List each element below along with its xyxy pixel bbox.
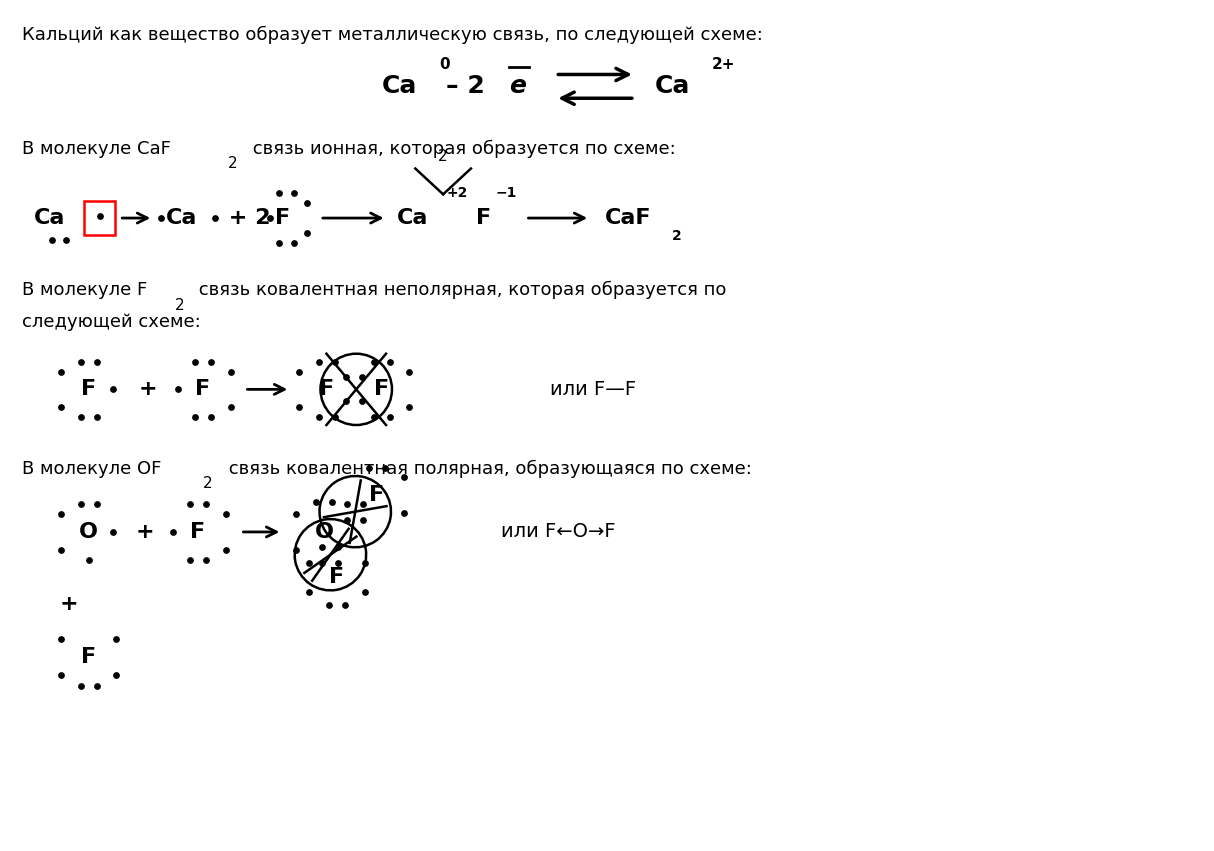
Text: или F—F: или F—F (550, 380, 636, 399)
Text: 2: 2 (175, 298, 185, 312)
Text: Ca: Ca (381, 74, 416, 99)
Text: F: F (276, 208, 290, 228)
Text: следующей схеме:: следующей схеме: (22, 313, 200, 331)
Text: В молекуле F: В молекуле F (22, 282, 147, 300)
Text: F: F (319, 380, 335, 399)
Text: связь ковалентная неполярная, которая образуется по: связь ковалентная неполярная, которая об… (193, 281, 726, 300)
Text: 2+: 2+ (711, 57, 734, 72)
Text: e: e (509, 74, 526, 99)
Text: +2: +2 (446, 186, 467, 200)
Text: F: F (191, 522, 205, 542)
Text: +: + (59, 594, 78, 614)
Text: O: O (79, 522, 98, 542)
Text: +: + (138, 380, 158, 399)
Text: Ca: Ca (654, 74, 690, 99)
Text: Ca: Ca (34, 208, 66, 228)
Text: F: F (374, 380, 390, 399)
Text: F: F (195, 380, 210, 399)
Text: или F←O→F: или F←O→F (500, 523, 615, 541)
Text: В молекуле OF: В молекуле OF (22, 460, 161, 477)
Text: F: F (81, 380, 96, 399)
Text: Ca: Ca (166, 208, 198, 228)
Text: F: F (81, 647, 96, 666)
Text: 2: 2 (671, 229, 681, 243)
Text: +: + (136, 522, 154, 542)
Text: O: O (314, 522, 334, 542)
Text: + 2: + 2 (221, 208, 271, 228)
Text: Ca: Ca (397, 208, 427, 228)
Text: – 2: – 2 (446, 74, 484, 99)
Text: F: F (329, 568, 345, 587)
Text: F: F (476, 208, 490, 228)
Text: Кальций как вещество образует металлическую связь, по следующей схеме:: Кальций как вещество образует металличес… (22, 26, 762, 44)
Text: 2: 2 (227, 156, 237, 171)
FancyBboxPatch shape (84, 201, 115, 235)
Text: −1: −1 (495, 186, 517, 200)
Text: связь ионная, которая образуется по схеме:: связь ионная, которая образуется по схем… (248, 140, 676, 158)
Text: связь ковалентная полярная, образующаяся по схеме:: связь ковалентная полярная, образующаяся… (222, 460, 751, 477)
Text: CaF: CaF (605, 208, 652, 228)
Text: В молекуле CaF: В молекуле CaF (22, 140, 171, 157)
Text: 2: 2 (203, 476, 212, 491)
Text: 2: 2 (438, 149, 448, 164)
Text: 0: 0 (439, 57, 449, 72)
Text: F: F (369, 485, 384, 505)
